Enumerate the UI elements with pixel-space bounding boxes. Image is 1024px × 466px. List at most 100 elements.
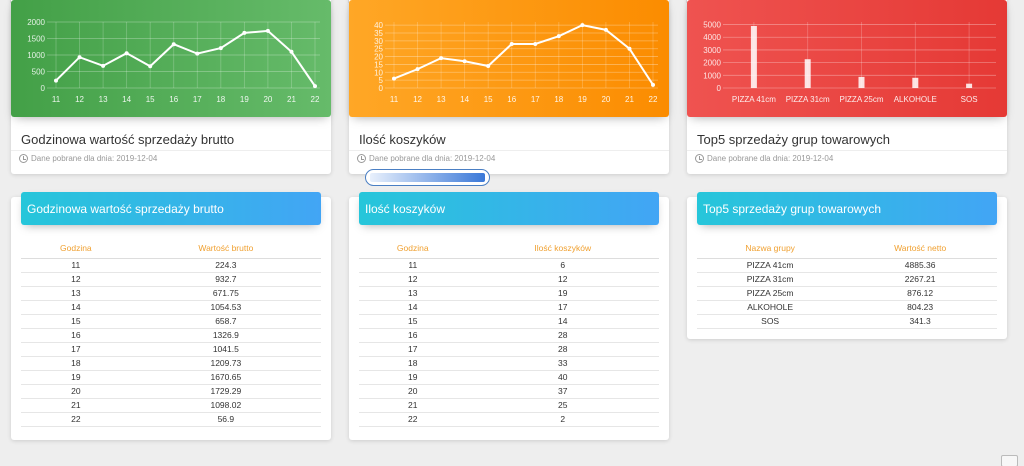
y-tick-label: 2000 bbox=[703, 59, 721, 68]
table-cell: 18 bbox=[21, 356, 131, 371]
y-tick-label: 4000 bbox=[703, 33, 721, 42]
top5-bar-chart-svg: 0 1000 2000 3000 4000 5000 PIZZA 41cm PIZZA 31c… bbox=[703, 21, 996, 104]
table-card-top5: Top5 sprzedaży grup towarowych Nazwa gru… bbox=[687, 192, 1007, 339]
table-cell: 2 bbox=[466, 412, 659, 427]
table-cell: 22 bbox=[21, 412, 131, 427]
progress-bar-fill bbox=[370, 173, 485, 182]
table-cell: 14 bbox=[466, 314, 659, 329]
table-cell: 11 bbox=[359, 258, 467, 273]
table-cell: 1670.65 bbox=[130, 370, 321, 385]
table-row: 11 224.3 bbox=[21, 258, 321, 273]
scroll-corner-button[interactable] bbox=[1001, 455, 1018, 466]
bar bbox=[858, 76, 865, 88]
table-header-row: Godzina Wartość brutto bbox=[21, 239, 321, 259]
table-row: 12 932.7 bbox=[21, 272, 321, 287]
bar bbox=[804, 59, 811, 88]
chart-footer: Dane pobrane dla dnia: 2019-12-04 bbox=[687, 150, 1007, 166]
y-tick-label: 2000 bbox=[27, 18, 45, 27]
table-row: 14 17 bbox=[359, 300, 659, 315]
table-cell: 671.75 bbox=[130, 286, 321, 301]
table-header: Ilość koszyków bbox=[359, 192, 659, 225]
table-cell: 19 bbox=[359, 370, 467, 385]
x-tick-label: PIZZA 31cm bbox=[786, 95, 830, 104]
x-tick-label: PIZZA 41cm bbox=[732, 95, 776, 104]
column-header: Wartość brutto bbox=[130, 239, 321, 259]
y-tick-label: 3000 bbox=[703, 46, 721, 55]
column-header: Wartość netto bbox=[843, 239, 997, 259]
x-tick-label: 20 bbox=[601, 95, 610, 104]
table-row: 16 1326.9 bbox=[21, 328, 321, 343]
data-point bbox=[509, 42, 514, 46]
y-tick-label: 15 bbox=[374, 60, 383, 69]
column-header: Ilość koszyków bbox=[466, 239, 659, 259]
data-point bbox=[195, 51, 200, 56]
table-row: 14 1054.53 bbox=[21, 300, 321, 315]
baskets-line-chart: 0 5 10 15 20 25 30 35 40 11 12 13 14 15 16 17 18 19 20 21 22 bbox=[349, 0, 669, 117]
y-tick-label: 0 bbox=[717, 84, 722, 93]
table-cell: 28 bbox=[466, 342, 659, 357]
table-row: 13 671.75 bbox=[21, 286, 321, 301]
y-tick-label: 5000 bbox=[703, 21, 721, 30]
table-row: 17 1041.5 bbox=[21, 342, 321, 357]
series-line bbox=[55, 29, 316, 87]
data-point bbox=[439, 56, 444, 61]
table-cell: 224.3 bbox=[130, 258, 321, 273]
y-tick-label: 1000 bbox=[703, 71, 721, 80]
table-cell: 37 bbox=[466, 384, 659, 399]
table-row: 12 12 bbox=[359, 272, 659, 287]
table-cell: 4885.36 bbox=[843, 258, 997, 273]
x-tick-label: 12 bbox=[413, 95, 422, 104]
x-tick-label: 22 bbox=[311, 95, 320, 104]
y-tick-label: 40 bbox=[374, 21, 383, 30]
data-point bbox=[289, 49, 294, 54]
data-point bbox=[124, 51, 129, 56]
x-tick-label: 13 bbox=[437, 95, 446, 104]
table-cell: 22 bbox=[359, 412, 467, 427]
table-cell: 19 bbox=[21, 370, 131, 385]
bar bbox=[966, 83, 973, 88]
x-tick-label: 14 bbox=[122, 95, 131, 104]
x-tick-label: 18 bbox=[216, 95, 225, 104]
table-cell: 56.9 bbox=[130, 412, 321, 427]
table-row: 15 14 bbox=[359, 314, 659, 329]
clock-icon bbox=[19, 154, 28, 163]
y-tick-label: 1500 bbox=[27, 35, 45, 44]
loading-progress bbox=[365, 169, 490, 186]
table-cell: 13 bbox=[21, 286, 131, 301]
table-row: 21 25 bbox=[359, 398, 659, 413]
data-point bbox=[533, 42, 538, 46]
table-cell: 15 bbox=[359, 314, 467, 329]
table-row: 20 37 bbox=[359, 384, 659, 399]
column-header: Godzina bbox=[359, 239, 467, 259]
table-row: 15 658.7 bbox=[21, 314, 321, 329]
table-cell: 13 bbox=[359, 286, 467, 301]
x-tick-label: 12 bbox=[75, 95, 84, 104]
table-cell: 33 bbox=[466, 356, 659, 371]
data-point bbox=[462, 59, 467, 64]
sales-table: Godzina Wartość brutto 11 224.3 12 932.7 13 671… bbox=[21, 239, 321, 427]
x-tick-label: 11 bbox=[52, 95, 61, 104]
table-cell: 12 bbox=[466, 272, 659, 287]
data-point bbox=[486, 64, 491, 68]
table-cell: 40 bbox=[466, 370, 659, 385]
chart-card-top5: 0 1000 2000 3000 4000 5000 PIZZA 41cm PIZZA 31c… bbox=[687, 0, 1007, 174]
data-point bbox=[627, 46, 632, 51]
x-tick-label: 17 bbox=[531, 95, 540, 104]
top5-bar-chart: 0 1000 2000 3000 4000 5000 PIZZA 41cm PIZZA 31c… bbox=[687, 0, 1007, 117]
table-cell: 25 bbox=[466, 398, 659, 413]
table-cell: 876.12 bbox=[843, 286, 997, 301]
data-point bbox=[148, 64, 153, 69]
data-point bbox=[392, 76, 396, 81]
clock-icon bbox=[695, 154, 704, 163]
x-tick-label: ALKOHOLE bbox=[894, 95, 937, 104]
data-point bbox=[603, 27, 608, 32]
table-cell: 16 bbox=[359, 328, 467, 343]
table-cell: 14 bbox=[359, 300, 467, 315]
table-cell: PIZZA 41cm bbox=[697, 258, 844, 273]
data-point bbox=[101, 63, 106, 68]
chart-title: Ilość koszyków bbox=[359, 132, 446, 147]
y-tick-label: 0 bbox=[41, 84, 46, 93]
sales-line-chart: 0 500 1000 1500 2000 11 12 13 14 15 16 17 18 19 20 21 22 bbox=[11, 0, 331, 117]
column-header: Godzina bbox=[21, 239, 131, 259]
table-row: SOS 341.3 bbox=[697, 314, 997, 329]
